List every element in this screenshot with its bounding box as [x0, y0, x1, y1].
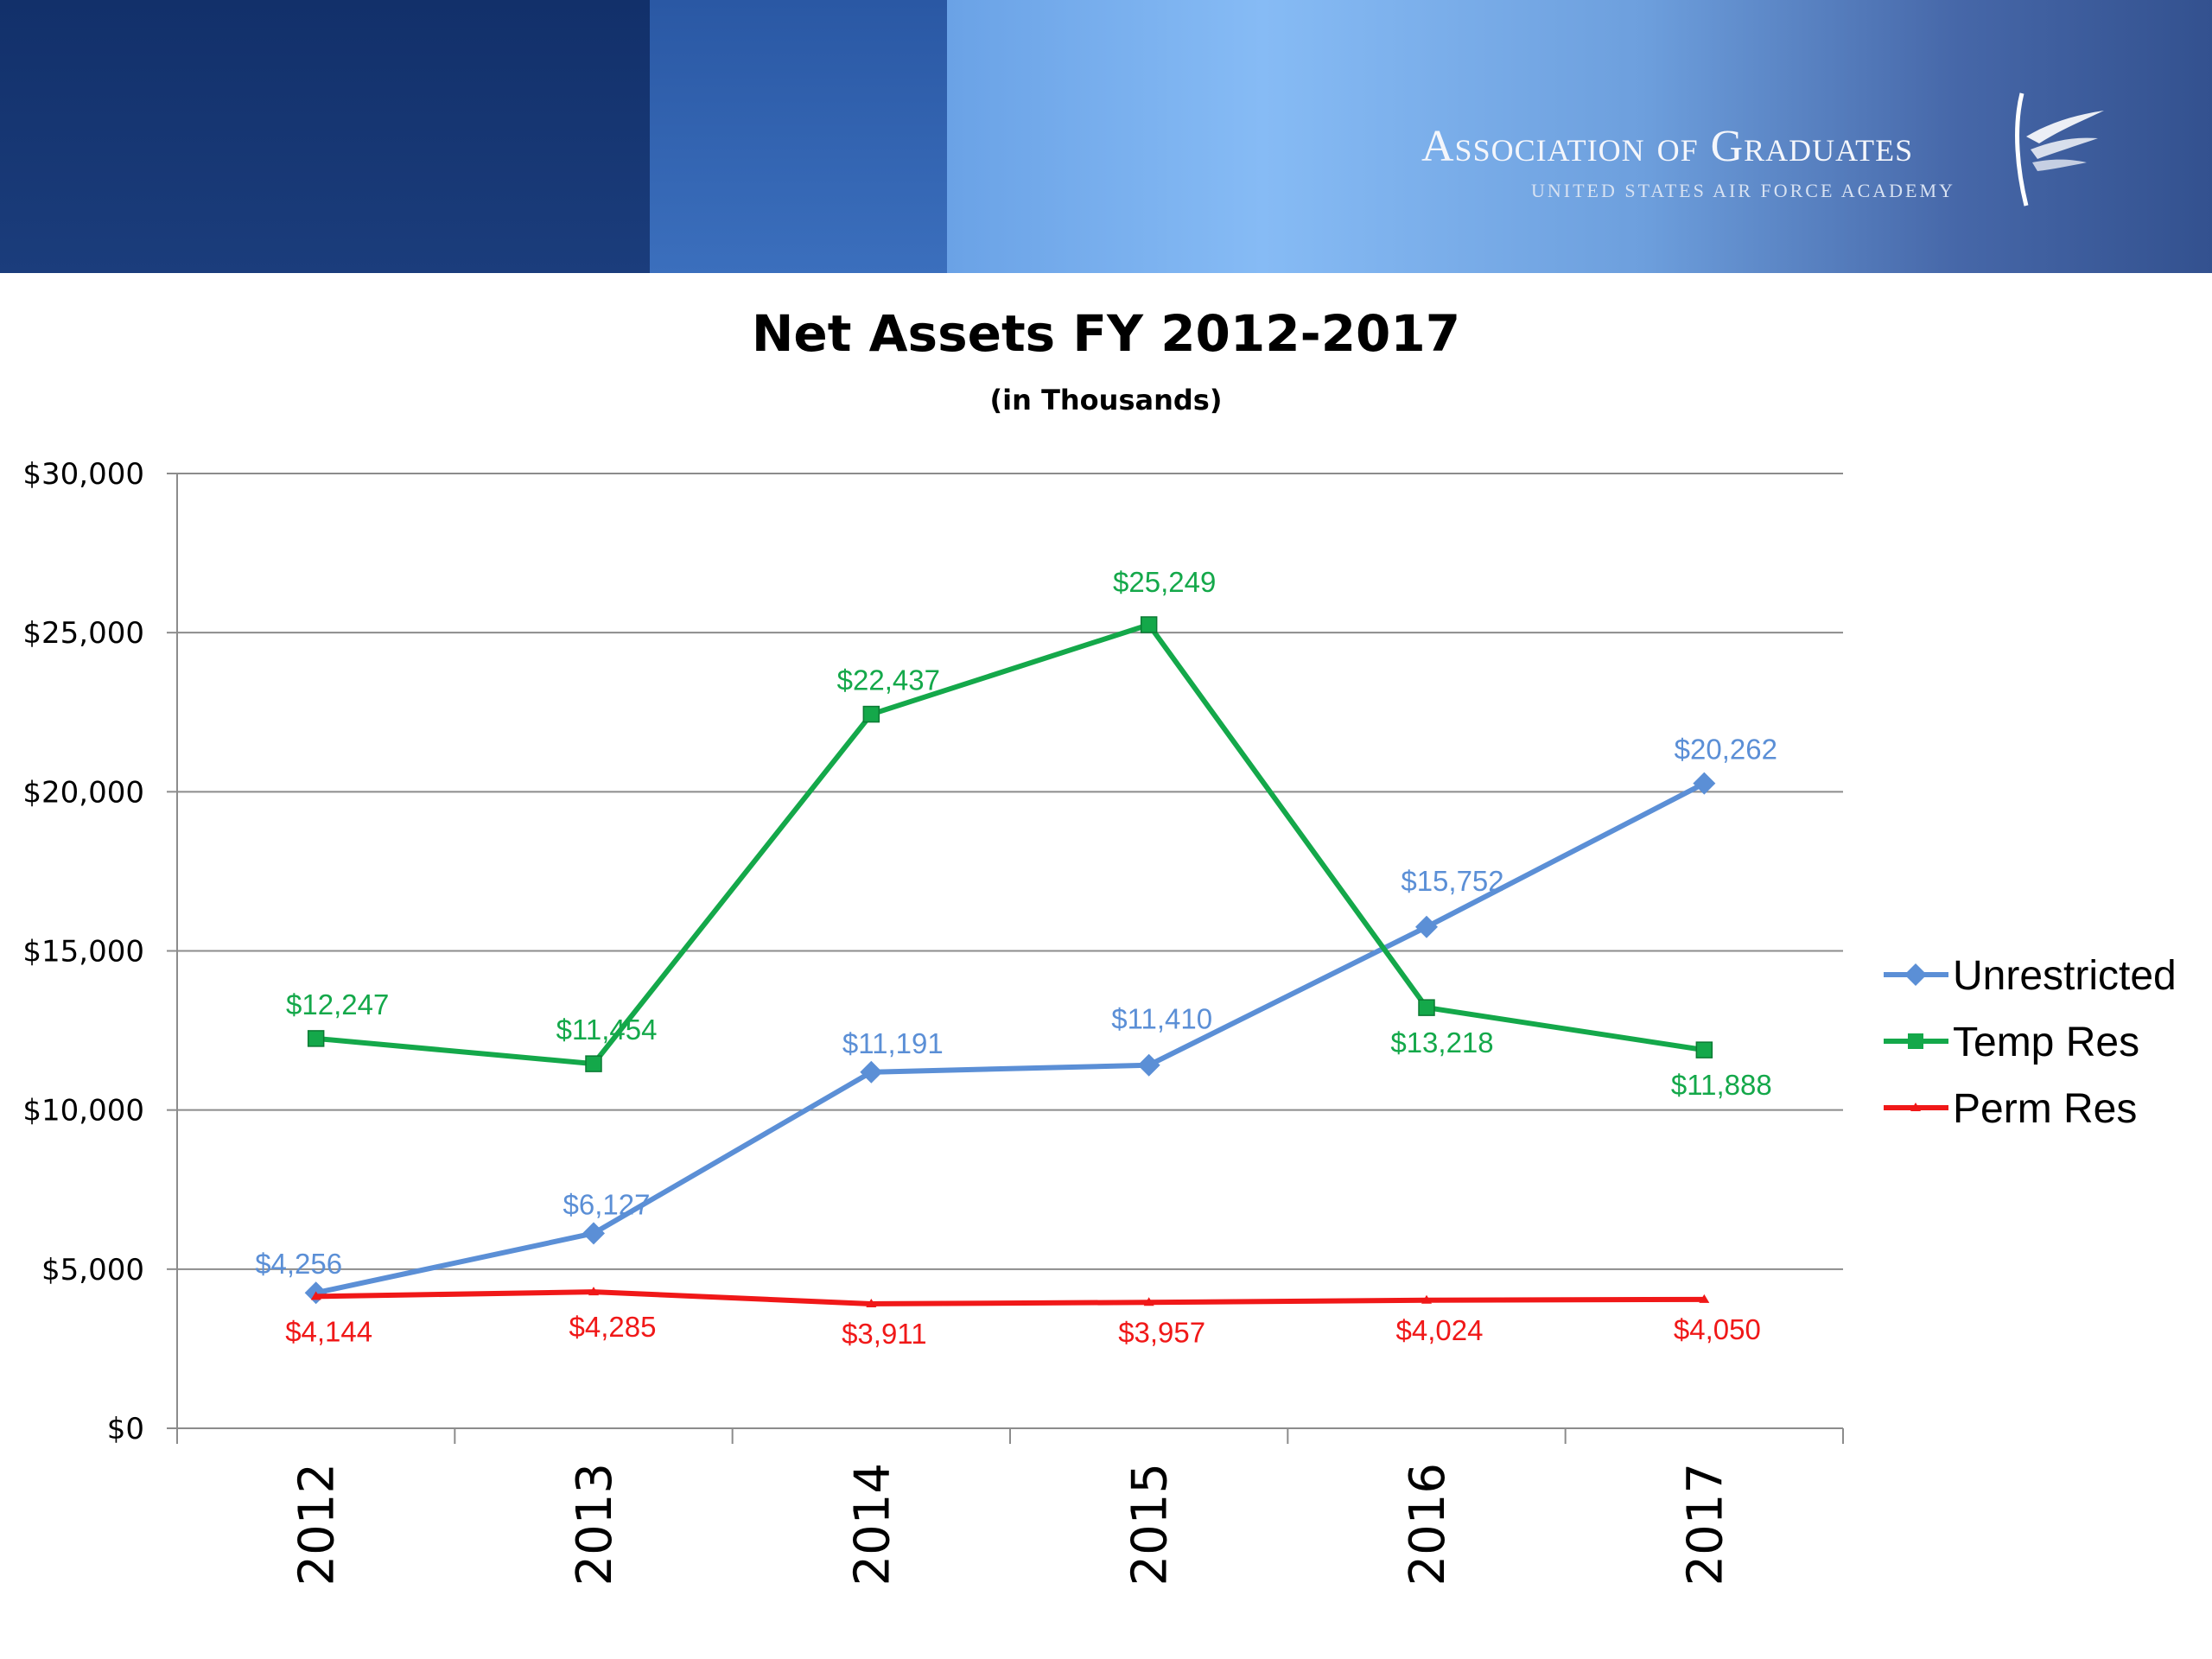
x-tick-label: 2012: [289, 1463, 346, 1586]
x-tick-label: 2017: [1677, 1463, 1733, 1586]
data-label: $25,249: [1113, 566, 1216, 598]
data-point-marker: [1143, 1297, 1154, 1306]
data-point-marker: [1415, 915, 1438, 938]
x-tick-label: 2016: [1400, 1463, 1456, 1586]
gridlines: [177, 473, 1843, 1270]
data-point-marker: [585, 1055, 602, 1072]
data-label: $13,218: [1390, 1027, 1493, 1058]
legend-marker: [1904, 963, 1927, 986]
series-line-temp-res: [315, 621, 1705, 1067]
org-subtitle: UNITED STATES AIR FORCE ACADEMY: [1531, 180, 1955, 201]
data-point-marker: [866, 1298, 877, 1307]
data-point-marker: [860, 1060, 883, 1084]
y-tick-label: $25,000: [22, 616, 144, 651]
data-point-marker: [582, 1222, 605, 1245]
data-point-marker: [1140, 616, 1158, 633]
banner-panel-right: [947, 0, 2212, 273]
data-label: $3,957: [1118, 1316, 1205, 1348]
axes: $0 $5,000 $10,000 $15,000 $20,000 $25,000 $30,…: [22, 457, 1844, 1586]
banner-panel-left: [0, 0, 650, 273]
data-label: $11,454: [556, 1014, 658, 1046]
y-tick-label: $30,000: [22, 457, 144, 492]
series-line-unrestricted: [315, 781, 1706, 1296]
data-label: $4,144: [285, 1315, 372, 1347]
series-line-perm-res: [315, 1289, 1705, 1306]
data-label: $12,247: [286, 988, 389, 1020]
data-point-marker: [1695, 1041, 1713, 1058]
legend-label: Unrestricted: [1953, 953, 2177, 999]
x-tick-label: 2014: [844, 1463, 900, 1586]
header-banner: Association of Graduates UNITED STATES A…: [0, 0, 2212, 273]
x-tick-label: 2015: [1122, 1463, 1179, 1586]
data-point-marker: [588, 1287, 599, 1296]
data-label: $4,256: [255, 1248, 342, 1280]
legend-marker: [1908, 1033, 1923, 1049]
data-label: $6,127: [563, 1188, 651, 1220]
data-label: $11,888: [1671, 1069, 1772, 1101]
data-label: $4,050: [1674, 1313, 1761, 1345]
y-tick-label: $0: [107, 1412, 144, 1446]
banner-panel-middle: [650, 0, 947, 273]
data-point-marker: [1418, 999, 1435, 1016]
y-tick-label: $15,000: [22, 935, 144, 969]
x-tick-label: 2013: [567, 1463, 623, 1586]
legend: Unrestricted Temp Res Perm Res: [1884, 953, 2177, 1132]
chart-subtitle: (in Thousands): [989, 384, 1223, 416]
data-label: $20,262: [1675, 734, 1777, 766]
legend-label: Perm Res: [1953, 1086, 2137, 1132]
data-point-marker: [862, 705, 880, 723]
data-label: $4,285: [569, 1311, 657, 1343]
y-tick-label: $5,000: [41, 1253, 144, 1287]
data-label: $11,410: [1111, 1003, 1212, 1035]
data-label: $11,191: [842, 1027, 944, 1059]
y-tick-label: $20,000: [22, 775, 144, 810]
legend-label: Temp Res: [1953, 1020, 2139, 1065]
org-name: Association of Graduates: [1421, 122, 1914, 171]
series-lines: [304, 616, 1716, 1307]
data-point-marker: [1693, 772, 1716, 795]
data-point-marker: [1699, 1294, 1710, 1303]
data-label: $22,437: [837, 664, 940, 696]
falcon-wing-logo-icon: [2015, 92, 2104, 207]
data-label: $3,911: [842, 1318, 926, 1350]
data-point-marker: [1137, 1053, 1160, 1077]
y-tick-label: $10,000: [22, 1094, 144, 1128]
data-label: $4,024: [1396, 1314, 1484, 1346]
legend-marker: [1910, 1103, 1921, 1111]
data-labels: $4,256 $6,127 $11,191 $11,410 $15,752 $20,262…: [255, 566, 1777, 1350]
data-point-marker: [307, 1030, 325, 1047]
data-point-marker: [1421, 1294, 1432, 1304]
chart-title: Net Assets FY 2012-2017: [751, 304, 1461, 363]
data-label: $15,752: [1401, 865, 1503, 897]
data-point-marker: [310, 1291, 321, 1300]
